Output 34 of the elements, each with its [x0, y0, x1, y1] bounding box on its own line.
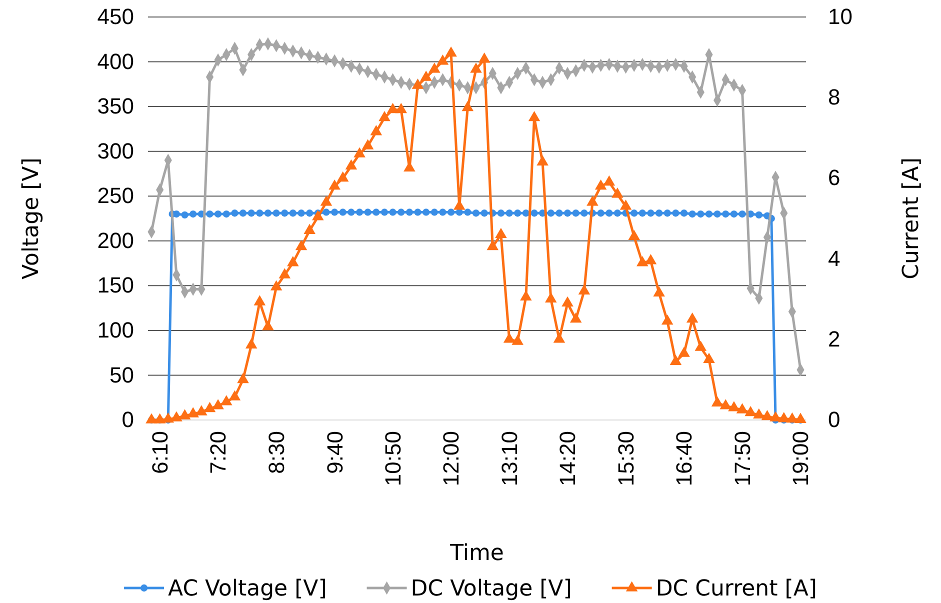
x-tick-label: 15:30	[613, 431, 638, 486]
legend-label: DC Current [A]	[656, 576, 817, 602]
y2-axis-title: Current [A]	[899, 158, 924, 280]
y2-tick-label: 2	[828, 326, 840, 352]
y2-tick-label: 4	[828, 246, 840, 271]
legend-label: AC Voltage [V]	[168, 576, 327, 602]
legend-label: DC Voltage [V]	[410, 576, 572, 602]
x-tick-label: 14:20	[555, 431, 580, 486]
y2-tick-label: 8	[828, 84, 840, 110]
y-axis-title: Voltage [V]	[19, 158, 44, 280]
y2-tick-label: 10	[828, 4, 852, 30]
x-tick-label: 9:40	[322, 431, 348, 474]
y-tick-label: 300	[97, 138, 134, 164]
y-tick-label: 350	[97, 94, 134, 119]
x-tick-label: 19:00	[788, 431, 814, 486]
x-tick-label: 13:10	[497, 431, 522, 486]
x-tick-label: 8:30	[264, 431, 290, 474]
x-tick-label: 16:40	[672, 431, 697, 486]
x-axis-title: Time	[449, 541, 504, 566]
x-tick-label: 10:50	[380, 431, 406, 486]
x-tick-label: 12:00	[438, 431, 464, 486]
y2-tick-label: 6	[828, 165, 840, 190]
y-tick-label: 0	[122, 407, 134, 432]
y-tick-label: 50	[110, 362, 134, 388]
x-tick-label: 17:50	[730, 431, 755, 486]
x-tick-label: 7:20	[206, 431, 231, 474]
x-tick-label: 6:10	[148, 431, 173, 474]
y-tick-label: 450	[97, 4, 134, 30]
y2-tick-label: 0	[828, 407, 840, 432]
y-tick-label: 250	[97, 183, 134, 208]
y-tick-label: 150	[97, 272, 134, 298]
y-tick-label: 100	[97, 317, 134, 342]
y-tick-label: 400	[97, 48, 134, 74]
y-tick-label: 200	[97, 228, 134, 253]
